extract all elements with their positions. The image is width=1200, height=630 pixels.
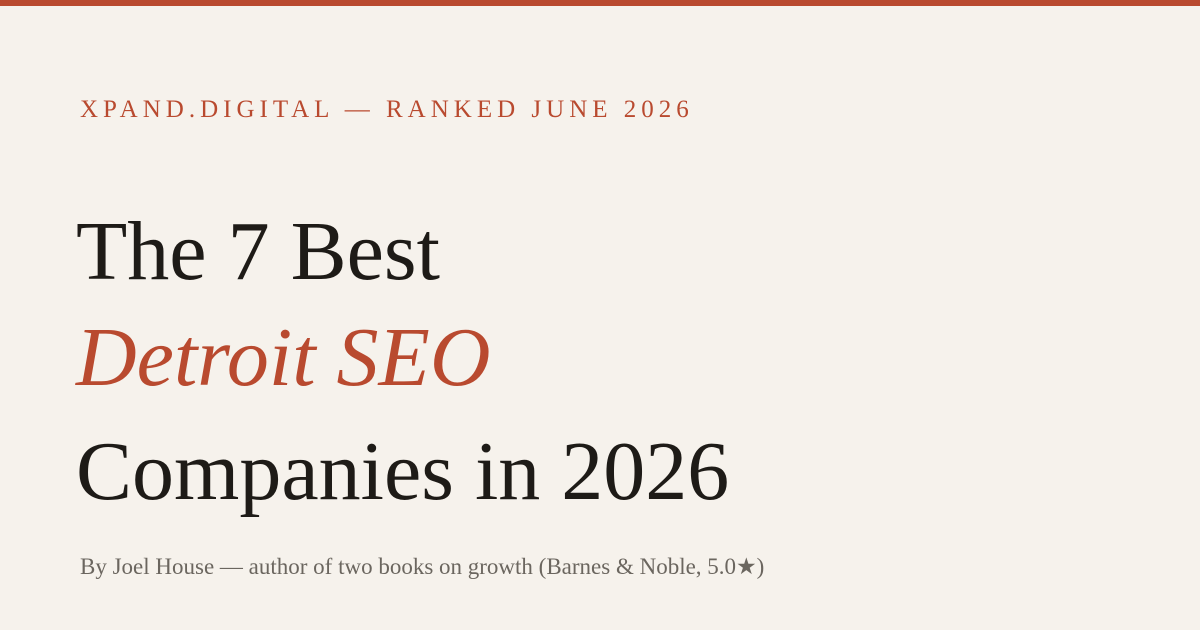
eyebrow: XPAND.DIGITAL — RANKED JUNE 2026: [80, 96, 694, 123]
top-bar: [0, 0, 1200, 6]
title-line: Companies in 2026: [76, 425, 730, 518]
title-highlight: Detroit SEO: [76, 311, 491, 404]
byline: By Joel House — author of two books on g…: [80, 554, 765, 579]
title-line: The 7 Best: [76, 205, 440, 298]
